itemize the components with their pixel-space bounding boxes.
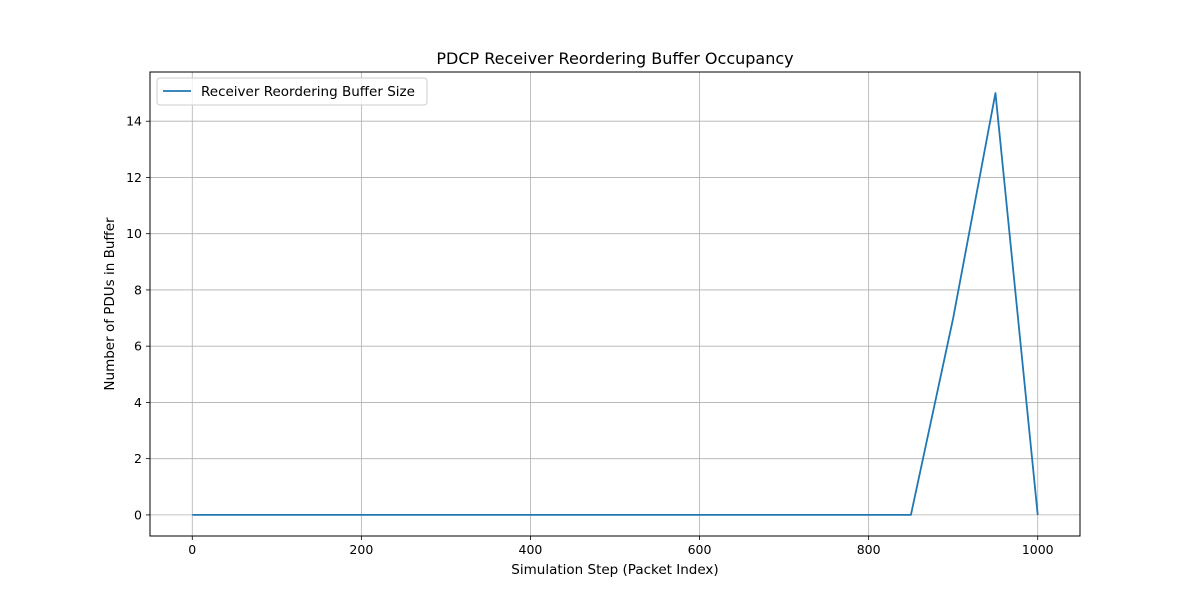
y-tick-label: 0: [134, 507, 142, 522]
series-layer: [192, 92, 1039, 516]
grid-layer: [150, 72, 1080, 536]
y-tick-label: 2: [134, 451, 142, 466]
x-tick-label: 600: [688, 542, 712, 557]
x-tick-label: 200: [349, 542, 373, 557]
plot-area-frame: [149, 71, 1081, 537]
tick-layer: 0 200 400 600 800 1000 0 2 4 6 8 10 12 14: [126, 114, 1054, 557]
legend: Receiver Reordering Buffer Size: [156, 77, 428, 106]
legend-frame: [156, 77, 428, 106]
x-tick-label: 400: [519, 542, 543, 557]
x-tick-label: 1000: [1022, 542, 1054, 557]
legend-label: Receiver Reordering Buffer Size: [201, 84, 415, 100]
y-tick-label: 10: [126, 226, 142, 241]
x-tick-label: 0: [188, 542, 196, 557]
y-tick-label: 14: [126, 114, 142, 129]
chart-title: PDCP Receiver Reordering Buffer Occupanc…: [436, 49, 793, 68]
y-tick-label: 12: [126, 170, 142, 185]
x-tick-label: 800: [857, 542, 881, 557]
x-axis-label: Simulation Step (Packet Index): [511, 562, 718, 578]
y-tick-label: 4: [134, 395, 142, 410]
y-tick-label: 6: [134, 339, 142, 354]
series-line: [192, 92, 1039, 516]
y-axis-label: Number of PDUs in Buffer: [102, 217, 118, 391]
y-tick-label: 8: [134, 282, 142, 297]
